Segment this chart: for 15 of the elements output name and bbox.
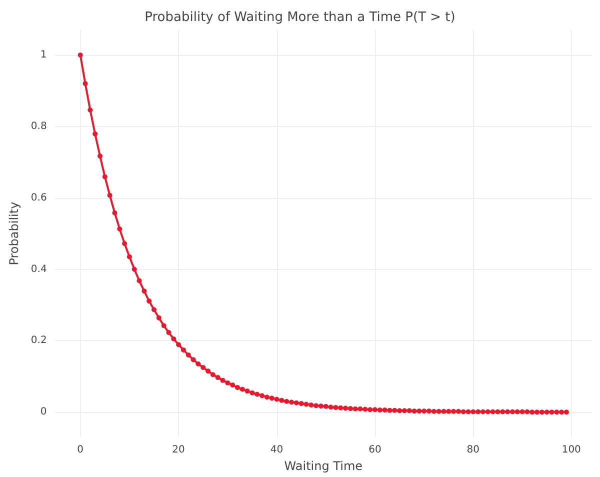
y-tick-label: 1 (40, 49, 47, 60)
y-axis-title: Probability (7, 202, 21, 266)
y-tick-label: 0.4 (30, 264, 47, 275)
x-tick-label: 40 (270, 444, 284, 456)
x-tick-label: 100 (562, 444, 581, 456)
chart-title: Probability of Waiting More than a Time P(T > t) (144, 10, 456, 25)
x-tick-label: 80 (466, 444, 480, 456)
y-tick-label: 0.8 (30, 120, 47, 132)
x-tick-label: 60 (368, 444, 382, 456)
x-tick-label: 20 (172, 444, 185, 456)
x-axis-title: Waiting Time (284, 459, 363, 473)
y-tick-label: 0 (40, 406, 47, 418)
y-tick-label: 0.6 (30, 192, 47, 204)
x-tick-label: 0 (77, 444, 84, 456)
y-tick-label: 0.2 (30, 335, 47, 346)
